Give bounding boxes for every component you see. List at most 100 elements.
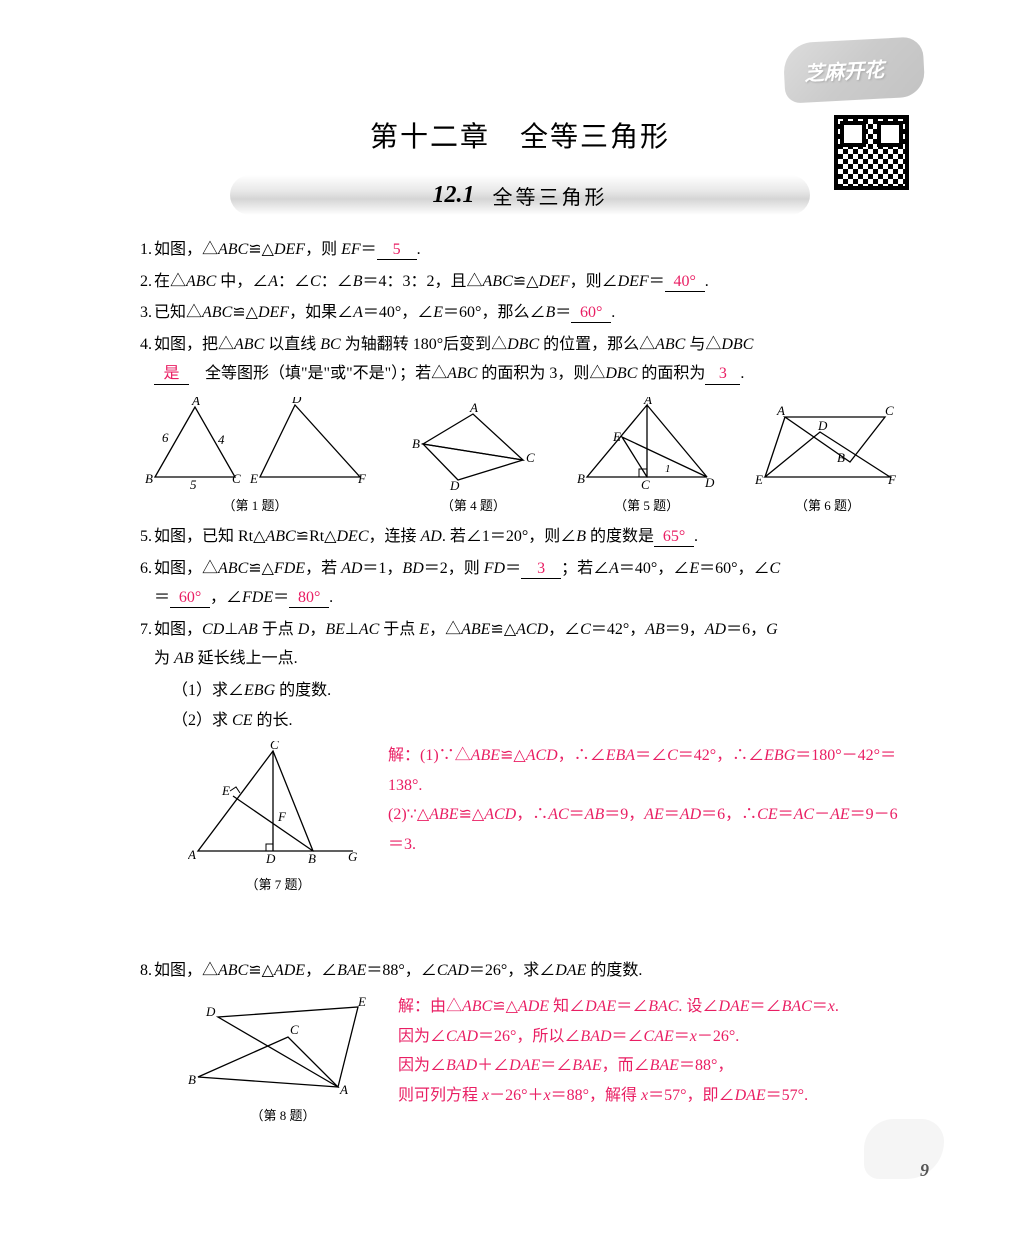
- svg-text:A: A: [469, 402, 478, 415]
- figure-4: A B C D （第 4 题）: [408, 402, 538, 518]
- figure-8: A B C D E （第 8 题）: [188, 992, 378, 1128]
- answer-blank: 5: [377, 240, 417, 260]
- svg-text:D: D: [205, 1004, 216, 1019]
- problem-number: 7.: [140, 615, 154, 674]
- svg-text:E: E: [612, 429, 621, 444]
- problem-text: 如图，CD⊥AB 于点 D，BE⊥AC 于点 E，△ABE≌△ACD，∠C＝42…: [154, 615, 900, 674]
- section-banner: 12.1 全等三角形: [230, 175, 810, 215]
- svg-text:C: C: [290, 1022, 299, 1037]
- figure-label: （第 8 题）: [188, 1104, 378, 1128]
- solution-text: 解：(1)∵△ABE≌△ACD，∴∠EBA＝∠C＝42°，∴∠EBG＝180°－…: [388, 741, 900, 897]
- problem-number: 4.: [140, 330, 154, 389]
- svg-text:A: A: [191, 397, 200, 408]
- problem-text: 如图，已知 Rt△ABC≌Rt△DEC，连接 AD. 若∠1＝20°，则∠B 的…: [154, 522, 900, 552]
- problem-number: 5.: [140, 522, 154, 552]
- svg-text:A: A: [188, 847, 196, 862]
- problem-7: 7. 如图，CD⊥AB 于点 D，BE⊥AC 于点 E，△ABE≌△ACD，∠C…: [140, 615, 900, 674]
- section-number: 12.1: [433, 182, 475, 209]
- solution-block-7: C A B D E F G （第 7 题） 解：(1)∵△ABE≌△ACD，∴∠…: [140, 741, 900, 897]
- svg-text:B: B: [145, 471, 153, 486]
- svg-text:B: B: [837, 450, 845, 465]
- solution-block-8: A B C D E （第 8 题） 解：由△ABC≌△ADE 知∠DAE＝∠BA…: [140, 992, 900, 1128]
- triangle-diagram: A B C 6 5 4 D E F: [140, 397, 370, 492]
- answer-blank: 60°: [571, 303, 611, 323]
- problem-4: 4. 如图，把△ABC 以直线 BC 为轴翻转 180°后变到△DBC 的位置，…: [140, 330, 900, 389]
- figure-7: C A B D E F G （第 7 题）: [188, 741, 368, 897]
- page-content: 第十二章 全等三角形 12.1 全等三角形 1. 如图，△ABC≌△DEF，则 …: [140, 115, 900, 1128]
- figure-label: （第 6 题）: [755, 494, 900, 518]
- problem-number: 6.: [140, 554, 154, 613]
- svg-text:D: D: [291, 397, 302, 406]
- svg-text:F: F: [357, 471, 367, 486]
- triangle-diagram: C A B D E F G: [188, 741, 368, 871]
- svg-text:A: A: [339, 1082, 348, 1097]
- problem-text: 已知△ABC≌△DEF，如果∠A＝40°，∠E＝60°，那么∠B＝60°.: [154, 298, 900, 328]
- triangle-diagram: A B C D E: [188, 992, 378, 1102]
- svg-text:C: C: [641, 477, 650, 492]
- svg-text:A: A: [776, 403, 785, 418]
- problem-2: 2. 在△ABC 中，∠A：∠C：∠B＝4：3：2，且△ABC≌△DEF，则∠D…: [140, 267, 900, 297]
- figure-6: A B C D E F （第 6 题）: [755, 402, 900, 518]
- problem-text: 在△ABC 中，∠A：∠C：∠B＝4：3：2，且△ABC≌△DEF，则∠DEF＝…: [154, 267, 900, 297]
- answer-blank: 40°: [665, 272, 705, 292]
- problem-5: 5. 如图，已知 Rt△ABC≌Rt△DEC，连接 AD. 若∠1＝20°，则∠…: [140, 522, 900, 552]
- problem-text: 如图，△ABC≌△ADE，∠BAE＝88°，∠CAD＝26°，求∠DAE 的度数…: [154, 956, 900, 986]
- svg-text:5: 5: [190, 477, 197, 492]
- answer-blank: 65°: [654, 527, 694, 547]
- triangle-diagram: A B C D E 1: [577, 397, 717, 492]
- svg-text:B: B: [412, 436, 420, 451]
- sub-question: （2）求 CE 的长.: [140, 706, 900, 736]
- svg-text:4: 4: [218, 432, 225, 447]
- svg-text:C: C: [885, 403, 894, 418]
- answer-blank: 3: [521, 559, 561, 579]
- triangle-diagram: A B C D: [408, 402, 538, 492]
- problem-3: 3. 已知△ABC≌△DEF，如果∠A＝40°，∠E＝60°，那么∠B＝60°.: [140, 298, 900, 328]
- svg-text:1: 1: [665, 463, 671, 475]
- answer-blank: 80°: [289, 588, 329, 608]
- figure-5: A B C D E 1 （第 5 题）: [577, 397, 717, 518]
- problem-number: 1.: [140, 235, 154, 265]
- svg-text:D: D: [265, 851, 276, 866]
- svg-text:G: G: [348, 849, 358, 864]
- triangle-diagram: A B C D E F: [755, 402, 900, 492]
- svg-text:C: C: [526, 450, 535, 465]
- problem-number: 3.: [140, 298, 154, 328]
- figure-1: A B C 6 5 4 D E F （第 1 题）: [140, 397, 370, 518]
- chapter-title: 第十二章 全等三角形: [140, 115, 900, 155]
- svg-text:B: B: [188, 1072, 196, 1087]
- figures-row: A B C 6 5 4 D E F （第 1 题）: [140, 397, 900, 518]
- page-number: 9: [920, 1160, 929, 1181]
- figure-label: （第 7 题）: [188, 873, 368, 897]
- section-name: 全等三角形: [493, 181, 608, 210]
- svg-text:D: D: [817, 418, 828, 433]
- figure-label: （第 5 题）: [577, 494, 717, 518]
- problem-text: 如图，把△ABC 以直线 BC 为轴翻转 180°后变到△DBC 的位置，那么△…: [154, 330, 900, 389]
- answer-blank: 60°: [170, 588, 210, 608]
- problem-1: 1. 如图，△ABC≌△DEF，则 EF＝5.: [140, 235, 900, 265]
- answer-blank: 3: [705, 364, 740, 384]
- svg-text:B: B: [308, 851, 316, 866]
- answer-blank: 是: [154, 364, 189, 384]
- problem-text: 如图，△ABC≌△DEF，则 EF＝5.: [154, 235, 900, 265]
- figure-label: （第 4 题）: [408, 494, 538, 518]
- problem-6: 6. 如图，△ABC≌△FDE，若 AD＝1，BD＝2，则 FD＝3；若∠A＝4…: [140, 554, 900, 613]
- problem-number: 2.: [140, 267, 154, 297]
- sub-question: （1）求∠EBG 的度数.: [140, 676, 900, 706]
- svg-text:E: E: [249, 471, 258, 486]
- problem-number: 8.: [140, 956, 154, 986]
- svg-text:C: C: [270, 741, 279, 752]
- svg-text:D: D: [704, 475, 715, 490]
- svg-text:D: D: [449, 478, 460, 492]
- svg-text:E: E: [755, 472, 763, 487]
- svg-text:E: E: [357, 994, 366, 1009]
- problems-list: 1. 如图，△ABC≌△DEF，则 EF＝5. 2. 在△ABC 中，∠A：∠C…: [140, 235, 900, 1128]
- svg-text:B: B: [577, 471, 585, 486]
- svg-text:A: A: [643, 397, 652, 407]
- problem-8: 8. 如图，△ABC≌△ADE，∠BAE＝88°，∠CAD＝26°，求∠DAE …: [140, 956, 900, 986]
- brand-watermark: [783, 36, 926, 103]
- svg-text:F: F: [277, 809, 287, 824]
- svg-text:E: E: [221, 783, 230, 798]
- problem-text: 如图，△ABC≌△FDE，若 AD＝1，BD＝2，则 FD＝3；若∠A＝40°，…: [154, 554, 900, 613]
- figure-label: （第 1 题）: [140, 494, 370, 518]
- svg-text:F: F: [887, 472, 897, 487]
